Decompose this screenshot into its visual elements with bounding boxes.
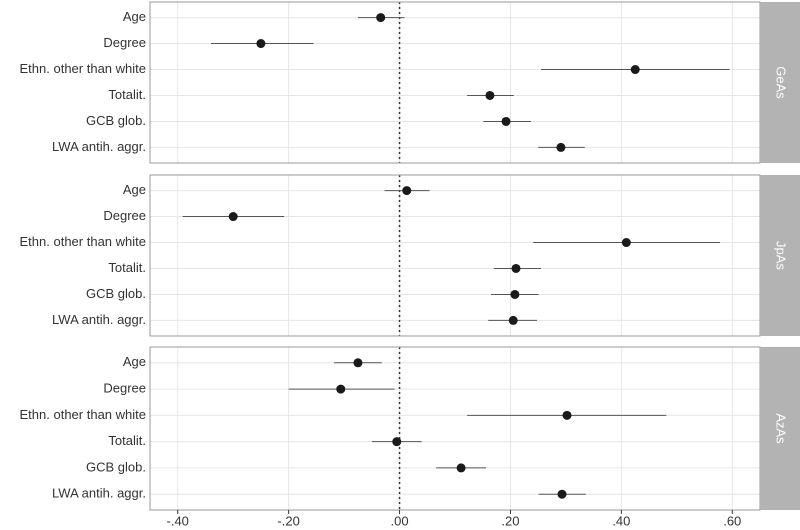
estimate-point — [402, 186, 412, 196]
estimate-point — [376, 13, 386, 23]
x-tick-label: .40 — [612, 513, 630, 528]
estimate-point — [228, 212, 238, 222]
x-tick-label: .20 — [501, 513, 519, 528]
panel-background — [150, 347, 760, 510]
category-label: GCB glob. — [86, 113, 146, 128]
category-label: Age — [123, 182, 146, 197]
estimate-point — [336, 384, 346, 394]
category-label: LWA antih. aggr. — [52, 312, 146, 327]
category-label: LWA antih. aggr. — [52, 486, 146, 501]
estimate-point — [510, 289, 520, 299]
category-label: Age — [123, 9, 146, 24]
category-label: Degree — [103, 381, 146, 396]
category-label: Totalit. — [108, 87, 146, 102]
category-label: Age — [123, 354, 146, 369]
estimate-point — [256, 39, 266, 49]
panel-background — [150, 2, 760, 163]
facet-strip — [760, 347, 800, 510]
category-label: Totalit. — [108, 260, 146, 275]
estimate-point — [621, 238, 631, 248]
x-tick-label: .60 — [723, 513, 741, 528]
x-tick-label: -.40 — [167, 513, 189, 528]
category-label: GCB glob. — [86, 459, 146, 474]
category-label: Totalit. — [108, 433, 146, 448]
estimate-point — [557, 489, 567, 499]
category-label: GCB glob. — [86, 286, 146, 301]
category-label: Ethn. other than white — [20, 234, 146, 249]
x-tick-label: -.20 — [277, 513, 299, 528]
category-label: Ethn. other than white — [20, 61, 146, 76]
estimate-point — [511, 263, 521, 273]
estimate-point — [456, 463, 466, 473]
category-label: Degree — [103, 208, 146, 223]
estimate-point — [485, 90, 495, 100]
x-tick-label: .00 — [391, 513, 409, 528]
facet-strip — [760, 2, 800, 163]
facet-label: JpAs — [774, 241, 789, 270]
category-label: Degree — [103, 35, 146, 50]
panel-background — [150, 175, 760, 336]
estimate-point — [562, 410, 572, 420]
estimate-point — [508, 315, 518, 325]
estimate-point — [630, 65, 640, 75]
category-label: LWA antih. aggr. — [52, 139, 146, 154]
estimate-point — [392, 437, 402, 447]
facet-label: AzAs — [774, 413, 789, 444]
category-label: Ethn. other than white — [20, 407, 146, 422]
facet-label: GeAs — [774, 66, 789, 99]
estimate-point — [556, 142, 566, 152]
facet-strip — [760, 175, 800, 336]
estimate-point — [353, 358, 363, 368]
estimate-point — [501, 116, 511, 126]
